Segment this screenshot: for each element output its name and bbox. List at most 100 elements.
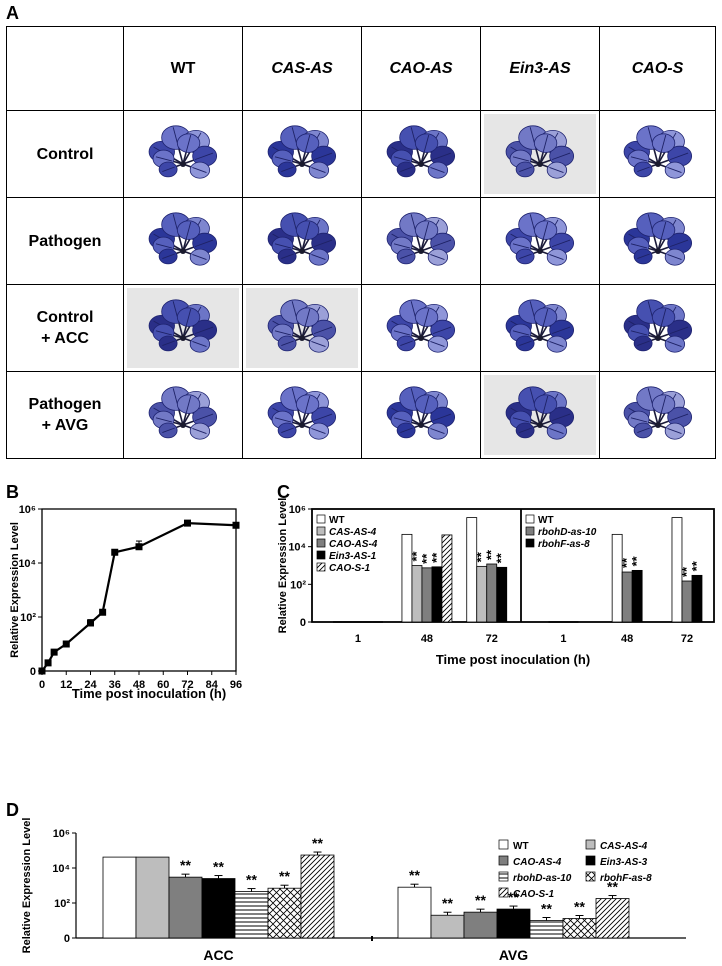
rosette-leaf — [182, 406, 218, 428]
legend-label-cao-s-1: CAO-S-1 — [513, 889, 555, 900]
legend-label-wt: WT — [538, 515, 554, 526]
rosette-leaf — [295, 307, 320, 339]
rosette-leaf — [539, 161, 568, 179]
rosette-leaf — [158, 335, 184, 352]
leaf-midrib — [311, 340, 326, 347]
rosette-center — [299, 161, 305, 167]
leaf-midrib — [281, 340, 294, 346]
legend-label-cas-as-4: CAS-AS-4 — [329, 527, 377, 538]
leaf-midrib — [194, 326, 214, 335]
data-point-b — [38, 667, 46, 675]
data-point-b — [232, 521, 240, 529]
significance-stars: ** — [246, 872, 257, 888]
leaf-midrib — [192, 253, 207, 260]
leaf-midrib — [666, 427, 682, 434]
chart-b: 0 10² 10⁴ 10⁶ 0 12 24 36 48 60 72 84 96 Relative Expr… — [9, 504, 242, 701]
rosette-leaf — [533, 220, 558, 252]
col-header-ein3-as: Ein3-AS — [480, 26, 600, 111]
rosette-leaf — [539, 145, 575, 167]
leaf-midrib — [636, 166, 650, 172]
data-point-b — [99, 608, 107, 616]
line-series-b — [41, 522, 237, 672]
rosette-image — [127, 114, 239, 194]
legend-label-cao-as-4: CAO-AS-4 — [329, 539, 378, 550]
leaf-midrib — [432, 152, 452, 161]
legend-swatch-cao-as-4 — [316, 538, 326, 548]
rosette-image — [127, 201, 239, 281]
rosette-leaf — [277, 335, 303, 352]
leaf-midrib — [630, 156, 647, 162]
leaf-midrib — [549, 427, 564, 434]
row-header-control-acc: Control + ACC — [6, 284, 124, 372]
leaf-midrib — [666, 340, 682, 347]
bar-cao-as-4 — [168, 876, 203, 939]
x-tick-label-b: 0 — [39, 679, 45, 691]
leaf-midrib — [155, 330, 173, 336]
legend-label-wt: WT — [513, 841, 529, 852]
significance-stars: ** — [442, 895, 453, 911]
leaf-midrib — [669, 239, 688, 248]
bar-ein3-as-3 — [496, 908, 531, 939]
x-axis-label-b: Time post inoculation (h) — [72, 686, 226, 701]
leaf-midrib — [660, 221, 666, 240]
legend-label-wt: WT — [329, 515, 345, 526]
phenotype-grid: WT CAS-AS CAO-AS Ein3-AS CAO-S Control P… — [6, 26, 716, 459]
legend-swatch-rbohf-as-8 — [585, 871, 596, 882]
leaf-midrib — [432, 239, 452, 248]
leaf-midrib — [542, 308, 549, 327]
rosette-center — [537, 161, 543, 167]
legend-swatch-wt — [498, 839, 509, 850]
leaf-midrib — [660, 395, 666, 414]
bar-cas-as-4 — [411, 565, 423, 623]
significance-stars: ** — [475, 892, 486, 908]
rosette-leaf — [633, 422, 658, 439]
significance-stars: ** — [312, 835, 323, 851]
rosette-image — [365, 288, 477, 368]
leaf-midrib — [274, 417, 292, 423]
rosette-image — [484, 201, 596, 281]
rosette-image — [484, 114, 596, 194]
grid-row-pathogen: Pathogen — [6, 197, 716, 285]
leaf-midrib — [512, 243, 530, 249]
rosette-center — [418, 335, 424, 341]
rosette-image — [601, 288, 714, 368]
rosette-leaf — [182, 335, 211, 353]
leaf-midrib — [155, 417, 173, 423]
leaf-midrib — [185, 134, 192, 153]
leaf-midrib — [669, 152, 688, 161]
leaf-midrib — [430, 427, 445, 434]
y-tick-label-c: 10⁶ — [289, 504, 306, 516]
x-tick-label-b: 12 — [60, 679, 72, 691]
leaf-midrib — [630, 330, 647, 336]
bar-wt — [611, 533, 623, 623]
panel-a-label: A — [6, 3, 19, 23]
y-axis-label-c: Relative Expression Level — [277, 498, 289, 634]
rosette-leaf — [396, 335, 422, 352]
rosette-leaf — [420, 145, 456, 167]
leaf-midrib — [423, 134, 430, 153]
rosette-leaf — [657, 248, 685, 266]
leaf-midrib — [432, 326, 452, 335]
rosette-leaf — [277, 161, 303, 178]
x-tick-label-c: 72 — [486, 633, 498, 645]
panel-b-label: B — [6, 482, 19, 502]
grid-corner-cell — [6, 26, 124, 111]
y-tick-label-b: 10² — [20, 612, 36, 624]
bar-ein3-as-3 — [201, 878, 236, 939]
leaf-midrib — [313, 413, 333, 422]
bar-cas-as-4 — [430, 914, 465, 939]
leaf-midrib — [636, 340, 650, 346]
leaf-midrib — [519, 166, 532, 172]
significance-stars: ** — [180, 857, 191, 873]
rosette-center — [654, 248, 661, 254]
leaf-midrib — [551, 239, 571, 248]
x-tick-label-c: 1 — [355, 633, 361, 645]
bar-rbohf-as-8 — [562, 918, 597, 939]
rosette-leaf — [295, 394, 320, 426]
rosette-image — [601, 114, 714, 194]
rosette-leaf — [301, 335, 330, 353]
significance-stars: ** — [541, 901, 552, 917]
leaf-midrib — [423, 221, 430, 240]
significance-stars: ** — [474, 551, 489, 562]
x-tick-label-b: 84 — [206, 679, 219, 691]
